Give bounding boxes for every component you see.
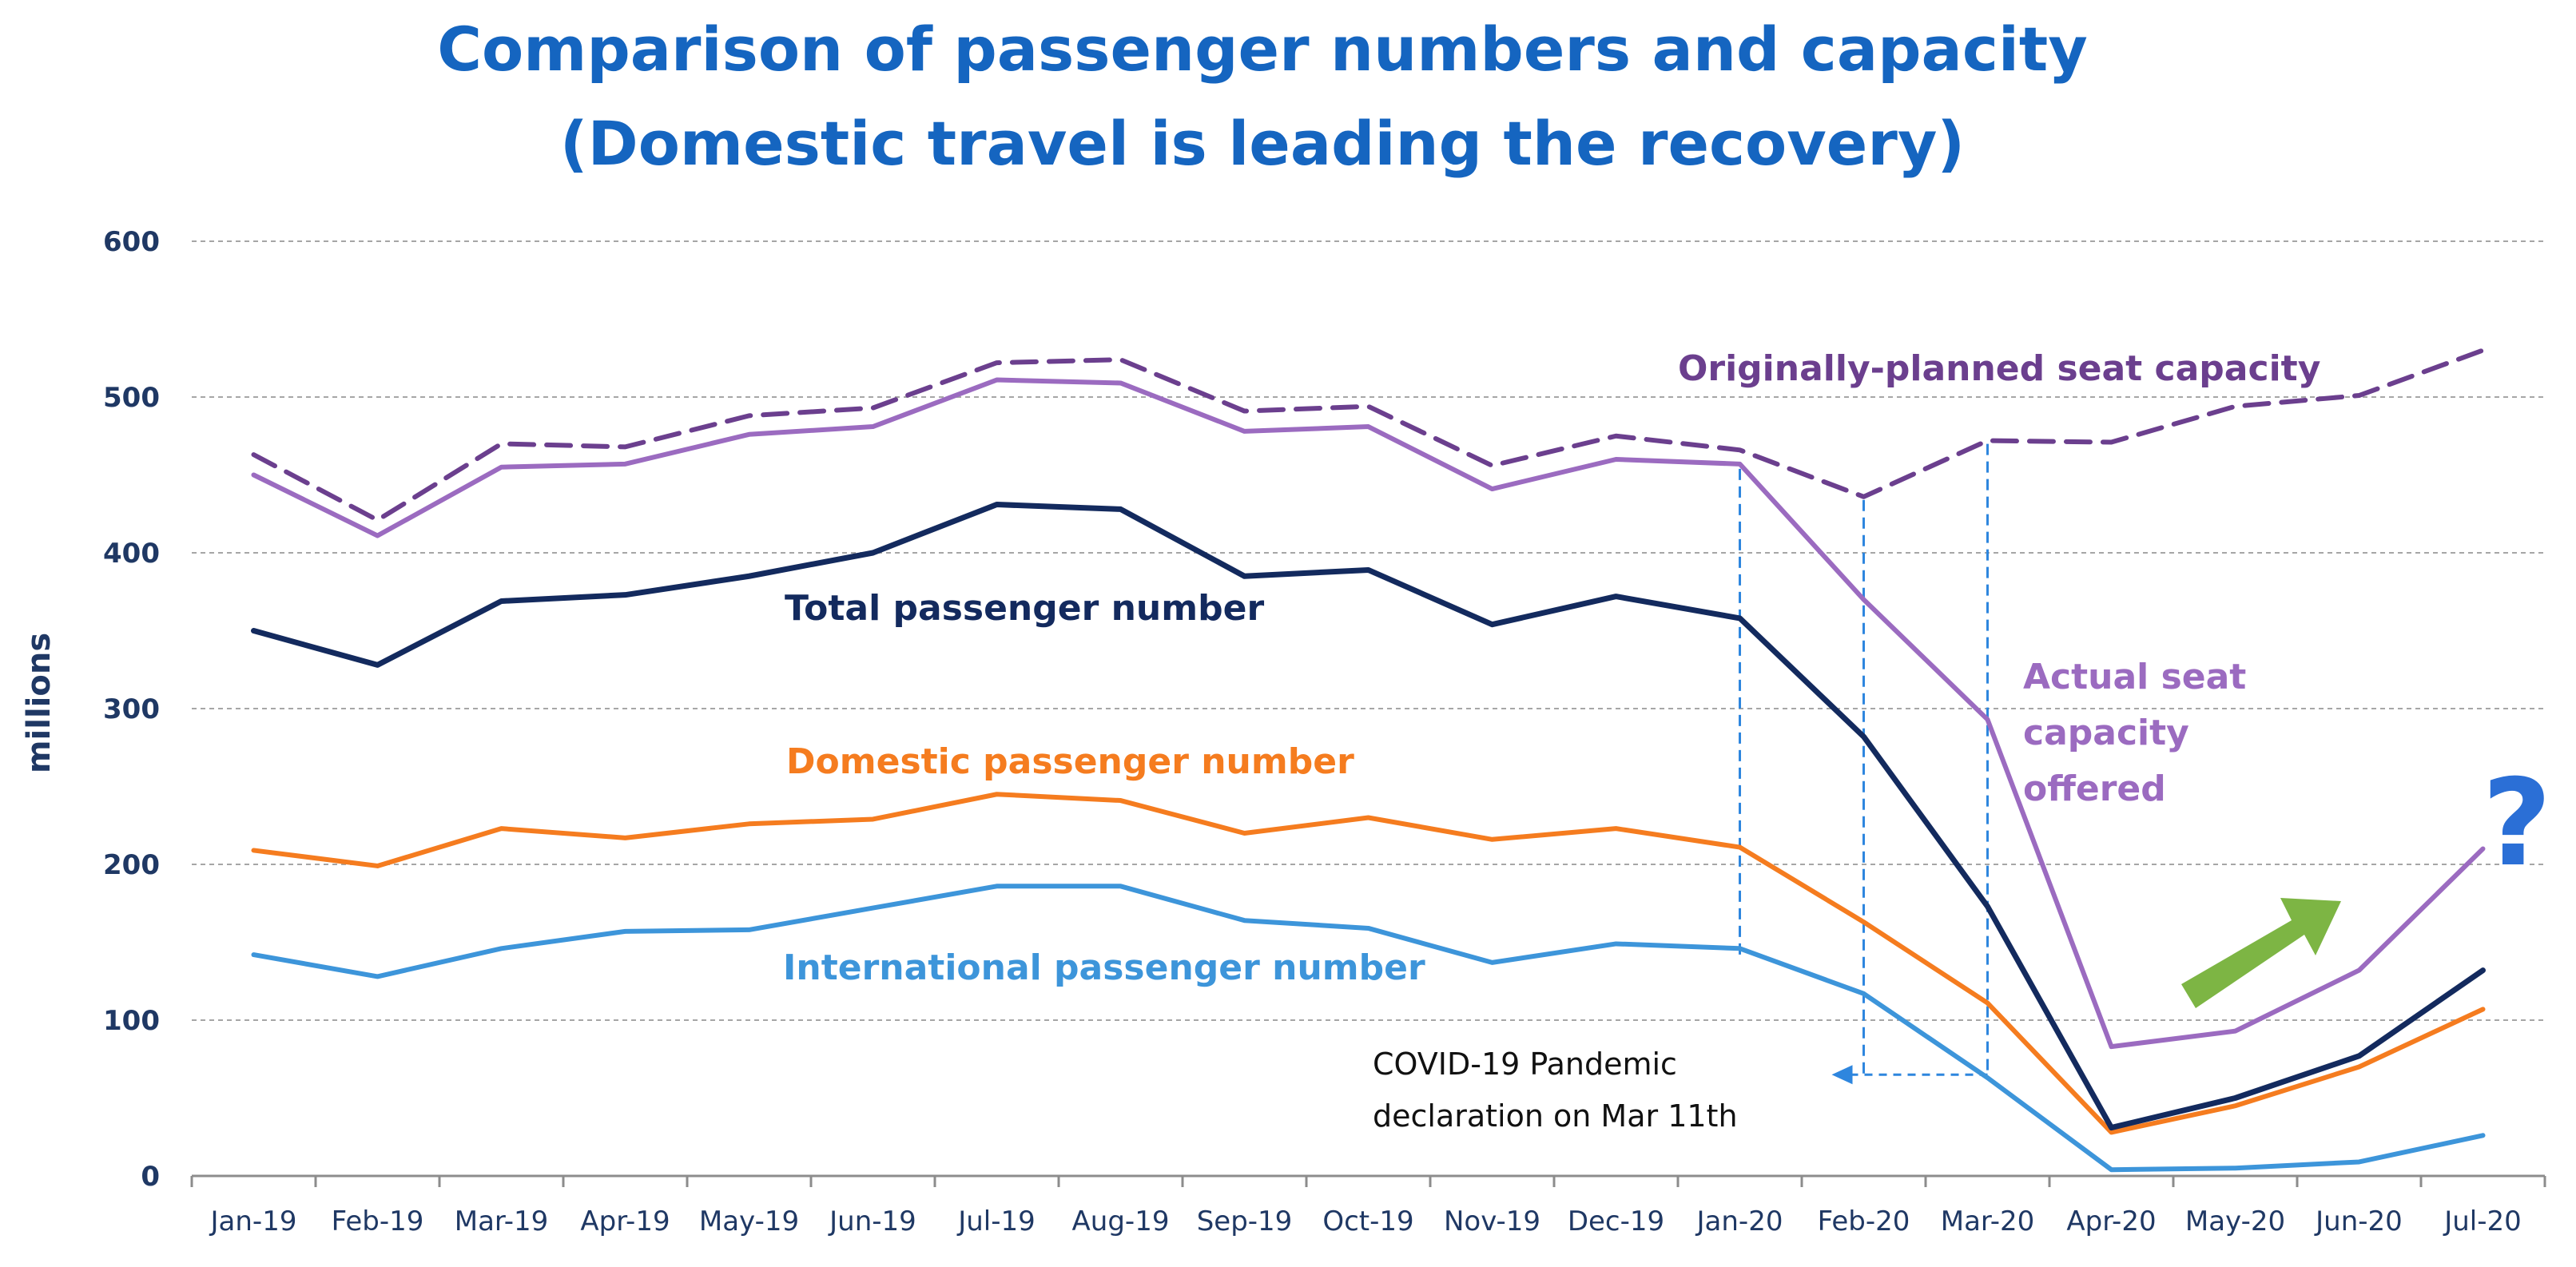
label-actual-capacity-line-1: Actual seat (2023, 657, 2246, 697)
label-actual-capacity-line-2: capacity (2023, 713, 2189, 753)
guide-layer (1739, 443, 1989, 1085)
y-tick-label: 200 (103, 849, 160, 881)
covid-annotation-line-2: declaration on Mar 11th (1373, 1098, 1738, 1134)
x-tick-label: Apr-20 (2066, 1205, 2156, 1237)
series-line-domestic-passenger-number (251, 792, 2486, 1135)
x-tick-label: Jul-20 (2443, 1205, 2522, 1237)
y-tick-label: 500 (103, 382, 160, 414)
x-tick-label: Feb-19 (332, 1205, 424, 1237)
axis-layer: 0 100 200 300 400 500 600 Jan-19 Feb-19 Mar-19 Apr… (103, 226, 2546, 1237)
label-total-passengers: Total passenger number (785, 588, 1264, 629)
x-tick-label: May-19 (699, 1205, 799, 1237)
series-line-originally-planned-seat-capacity (251, 348, 2486, 523)
y-tick-label: 600 (103, 226, 160, 258)
x-tick-label: Nov-19 (1444, 1205, 1540, 1237)
question-mark-icon: ? (2482, 754, 2551, 893)
x-tick-label: Sep-19 (1197, 1205, 1293, 1237)
x-tick-label: Mar-19 (455, 1205, 549, 1237)
x-tick-label: Feb-20 (1818, 1205, 1910, 1237)
x-tick-label: May-20 (2185, 1205, 2285, 1237)
series-line-international-passenger-number (251, 884, 2486, 1173)
x-tick-label: Jan-19 (209, 1205, 297, 1237)
x-tick-label: Jan-20 (1695, 1205, 1783, 1237)
x-tick-label: Oct-19 (1322, 1205, 1413, 1237)
x-tick-label: Jul-19 (956, 1205, 1036, 1237)
x-tick-label: Mar-20 (1941, 1205, 2035, 1237)
x-tick-label: Apr-19 (580, 1205, 670, 1237)
grid-layer (192, 240, 2545, 1021)
y-tick-label: 400 (103, 538, 160, 570)
label-actual-capacity-line-3: offered (2023, 769, 2166, 809)
annotation-layer: COVID-19 Pandemic declaration on Mar 11th… (1373, 752, 2554, 1134)
covid-annotation-line-1: COVID-19 Pandemic (1373, 1047, 1677, 1082)
y-axis-label: millions (21, 633, 58, 773)
chart-title-line-1: Comparison of passenger numbers and capa… (437, 14, 2088, 85)
label-layer: Originally-planned seat capacity Actual s… (783, 348, 2320, 988)
x-tick-label: Dec-19 (1568, 1205, 1664, 1237)
x-tick-label: Jun-20 (2314, 1205, 2403, 1237)
series-line-actual-seat-capacity-offered (251, 377, 2486, 1050)
series-line-total-passenger-number (251, 502, 2486, 1131)
y-tick-label: 100 (103, 1005, 160, 1037)
label-planned-capacity: Originally-planned seat capacity (1678, 348, 2320, 389)
y-tick-label: 300 (103, 693, 160, 725)
label-domestic-passengers: Domestic passenger number (786, 741, 1354, 782)
x-tick-label: Jun-19 (828, 1205, 916, 1237)
label-international-passengers: International passenger number (783, 947, 1425, 988)
series-layer (251, 348, 2486, 1173)
covid-arrow-head (1831, 1065, 1853, 1085)
x-tick-label: Aug-19 (1072, 1205, 1170, 1237)
recovery-arrow (2181, 898, 2341, 1008)
chart-title-line-2: (Domestic travel is leading the recovery… (560, 108, 1965, 179)
y-tick-label: 0 (141, 1161, 160, 1193)
